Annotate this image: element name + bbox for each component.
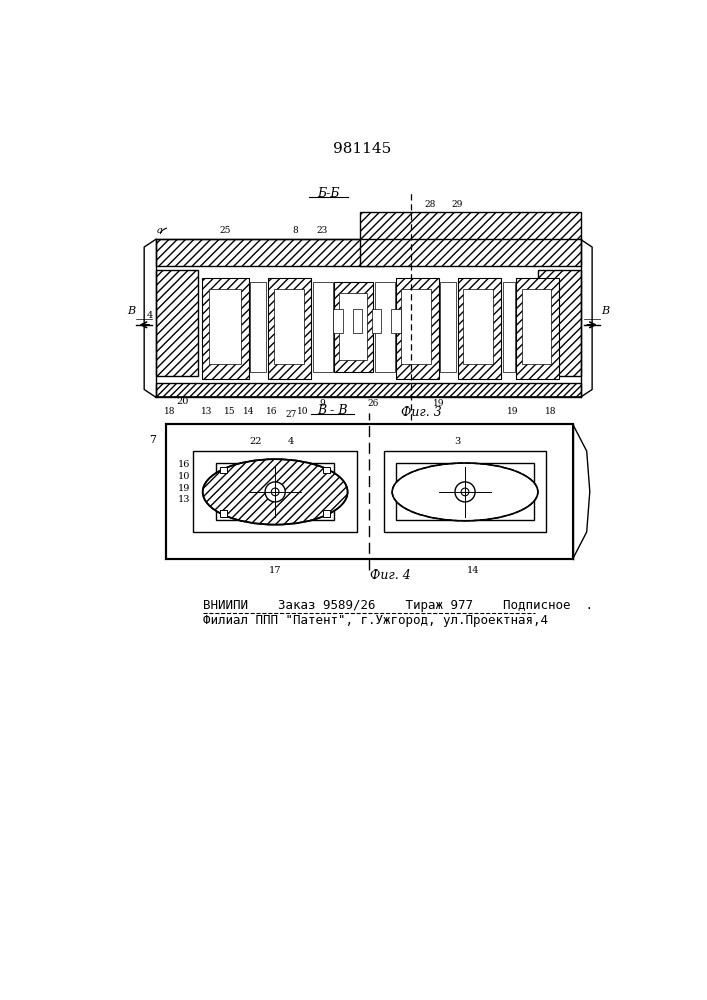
Text: 25: 25: [220, 226, 231, 235]
Bar: [396, 278, 438, 379]
Text: 10: 10: [298, 407, 309, 416]
Text: 10: 10: [177, 472, 190, 481]
Bar: [156, 270, 199, 376]
Text: 20: 20: [177, 397, 189, 406]
Bar: [193, 451, 357, 532]
Bar: [202, 278, 249, 379]
Ellipse shape: [392, 463, 538, 521]
Text: а: а: [157, 226, 163, 235]
Bar: [385, 451, 546, 532]
Bar: [268, 278, 311, 379]
Text: 7: 7: [150, 435, 156, 445]
Bar: [156, 239, 384, 266]
Text: 29: 29: [452, 200, 463, 209]
Bar: [396, 463, 534, 520]
Bar: [353, 309, 362, 333]
Text: 13: 13: [201, 407, 212, 416]
Ellipse shape: [203, 459, 348, 525]
Text: Фиг. 3: Фиг. 3: [402, 406, 442, 419]
Text: 4: 4: [288, 437, 294, 446]
Bar: [166, 424, 573, 559]
Bar: [209, 289, 241, 364]
Bar: [323, 467, 330, 473]
Bar: [193, 451, 357, 532]
Bar: [464, 289, 493, 364]
Bar: [538, 270, 580, 376]
Text: 28: 28: [424, 200, 436, 209]
Text: 16: 16: [177, 460, 190, 469]
Bar: [220, 510, 227, 517]
Text: 8: 8: [293, 226, 298, 235]
Text: Б-Б: Б-Б: [317, 187, 340, 200]
Text: 26: 26: [367, 399, 378, 408]
Bar: [402, 289, 431, 364]
Bar: [392, 309, 401, 333]
Bar: [250, 282, 266, 372]
Circle shape: [455, 482, 475, 502]
Text: В: В: [601, 306, 609, 316]
Bar: [522, 289, 551, 364]
Text: 22: 22: [250, 437, 262, 446]
Text: 19: 19: [177, 484, 190, 493]
Bar: [372, 309, 381, 333]
Text: 14: 14: [467, 566, 479, 575]
Text: 981145: 981145: [333, 142, 391, 156]
Text: 3: 3: [454, 437, 460, 446]
Circle shape: [265, 482, 285, 502]
Text: В: В: [127, 306, 135, 316]
Text: 15: 15: [223, 407, 235, 416]
Bar: [156, 383, 580, 397]
Bar: [516, 278, 559, 379]
Bar: [220, 467, 227, 473]
Text: ВНИИПИ    Заказ 9589/26    Тираж 977    Подписное  .: ВНИИПИ Заказ 9589/26 Тираж 977 Подписное…: [203, 599, 593, 612]
Text: 9: 9: [320, 399, 325, 408]
Bar: [313, 282, 332, 372]
Text: 27: 27: [286, 410, 297, 419]
Bar: [166, 424, 573, 559]
Bar: [334, 282, 373, 372]
Bar: [333, 309, 343, 333]
Text: 13: 13: [177, 495, 190, 504]
Bar: [458, 278, 501, 379]
Bar: [375, 282, 395, 372]
Text: 18: 18: [545, 407, 557, 416]
Text: 14: 14: [243, 407, 255, 416]
Bar: [323, 510, 330, 517]
Text: 4: 4: [146, 311, 153, 320]
Text: 19: 19: [433, 399, 445, 408]
Bar: [339, 293, 367, 360]
Circle shape: [461, 488, 469, 496]
Text: Фиг. 4: Фиг. 4: [370, 569, 411, 582]
Bar: [216, 463, 334, 520]
Bar: [385, 451, 546, 532]
Text: 17: 17: [269, 566, 281, 575]
Text: Филиал ППП "Патент", г.Ужгород, ул.Проектная,4: Филиал ППП "Патент", г.Ужгород, ул.Проек…: [203, 614, 548, 627]
Text: 16: 16: [267, 407, 278, 416]
Text: В - В: В - В: [317, 404, 348, 417]
Bar: [503, 282, 515, 372]
Bar: [440, 282, 456, 372]
Text: 18: 18: [164, 407, 175, 416]
Bar: [274, 289, 304, 364]
Bar: [361, 212, 580, 266]
Circle shape: [271, 488, 279, 496]
Text: 19: 19: [506, 407, 518, 416]
Text: 23: 23: [317, 226, 328, 235]
